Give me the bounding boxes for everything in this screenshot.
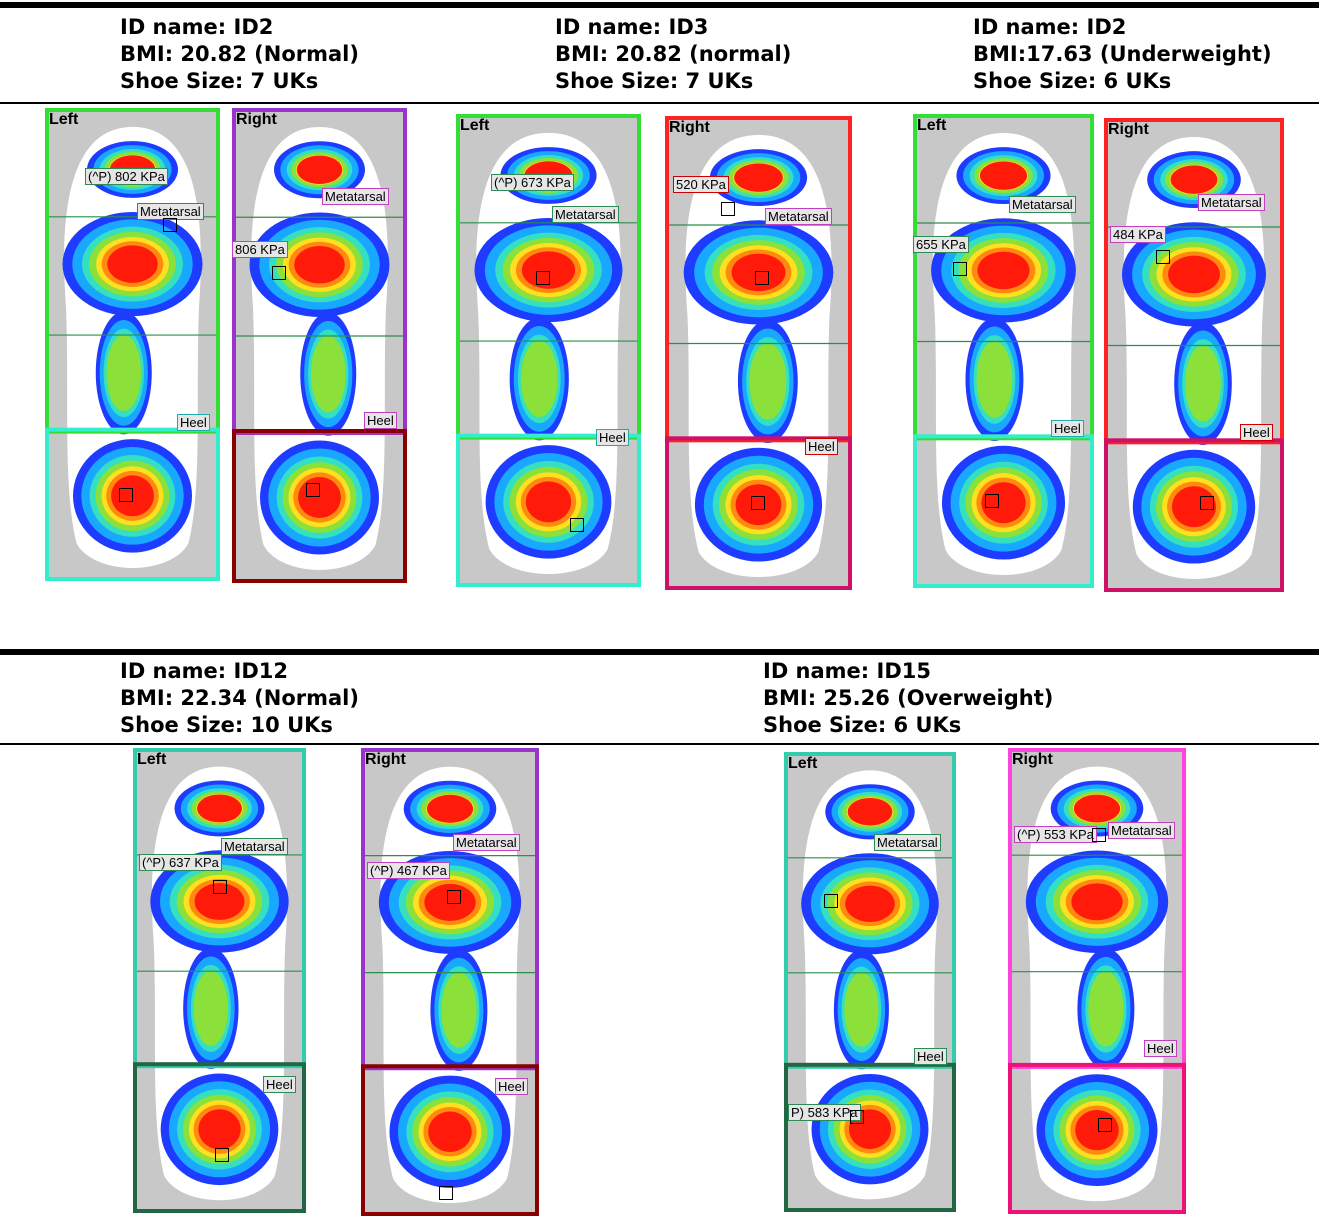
peak-marker-square	[213, 880, 227, 894]
plantar-map-r2-s2-left: Left Metatarsal Heel P) 583 KPa	[784, 752, 956, 1212]
bmi: BMI:17.63 (Underweight)	[973, 42, 1272, 66]
subject-info-r1-s2: ID name: ID3 BMI: 20.82 (normal) Shoe Si…	[555, 14, 791, 95]
peak-marker-square	[306, 483, 320, 497]
heel-region-tag: Heel	[1240, 424, 1273, 441]
row2-header-rule	[0, 743, 1319, 745]
shoe-size: Shoe Size: 7 UKs	[555, 69, 754, 93]
left-foot-label: Left	[917, 117, 947, 134]
peak-marker-square	[119, 488, 133, 502]
peak-marker-square	[850, 1110, 864, 1124]
peak-pressure-tag: 655 KPa	[913, 236, 969, 253]
peak-marker-square	[1098, 1118, 1112, 1132]
id-name: ID name: ID3	[555, 15, 709, 39]
peak-pressure-tag: (^P) 637 KPa	[139, 854, 222, 871]
plantar-map-r1-s2-right: Right 520 KPa Metatarsal Heel	[665, 116, 852, 590]
right-foot-label: Right	[236, 111, 277, 128]
peak-marker-square	[272, 266, 286, 280]
peak-marker-square	[721, 202, 735, 216]
peak-pressure-tag: 484 KPa	[1110, 226, 1166, 243]
peak-pressure-tag: (^P) 467 KPa	[367, 862, 450, 879]
peak-marker-square	[755, 271, 769, 285]
plantar-map-r2-s2-right: Right (^P) 553 KPa Metatarsal Heel	[1008, 748, 1186, 1214]
right-foot-label: Right	[365, 751, 406, 768]
shoe-size: Shoe Size: 6 UKs	[763, 713, 962, 737]
row2-top-rule	[0, 649, 1319, 655]
heel-region-tag: Heel	[596, 429, 629, 446]
row1-top-rule	[0, 2, 1319, 8]
id-name: ID name: ID15	[763, 659, 931, 683]
bmi: BMI: 22.34 (Normal)	[120, 686, 359, 710]
peak-marker-square	[536, 271, 550, 285]
plantar-map-r1-s2-left: Left (^P) 673 KPa Metatarsal Heel	[456, 114, 641, 587]
peak-pressure-tag: (^P) 802 KPa	[85, 168, 168, 185]
peak-marker-square	[439, 1186, 453, 1200]
heel-region-tag: Heel	[1051, 420, 1084, 437]
heel-region-tag: Heel	[364, 412, 397, 429]
heel-region-tag: Heel	[1144, 1040, 1177, 1057]
peak-marker-square	[1156, 250, 1170, 264]
subject-info-r1-s1: ID name: ID2 BMI: 20.82 (Normal) Shoe Si…	[120, 14, 359, 95]
peak-pressure-tag: P) 583 KPa	[788, 1104, 861, 1121]
shoe-size: Shoe Size: 7 UKs	[120, 69, 319, 93]
shoe-size: Shoe Size: 6 UKs	[973, 69, 1172, 93]
metatarsal-region-tag: Metatarsal	[322, 188, 389, 205]
heel-region-tag: Heel	[495, 1078, 528, 1095]
metatarsal-region-tag: Metatarsal	[552, 206, 619, 223]
plantar-map-r2-s1-left: Left Metatarsal (^P) 637 KPa Heel	[133, 748, 306, 1213]
left-foot-label: Left	[49, 111, 79, 128]
peak-marker-square	[570, 518, 584, 532]
peak-marker-square	[1092, 828, 1106, 842]
peak-marker-square	[215, 1148, 229, 1162]
subject-info-r2-s2: ID name: ID15 BMI: 25.26 (Overweight) Sh…	[763, 658, 1053, 739]
right-foot-label: Right	[1108, 121, 1149, 138]
left-foot-label: Left	[788, 755, 818, 772]
plantar-map-r2-s1-right: Right Metatarsal (^P) 467 KPa Heel	[361, 748, 539, 1216]
plantar-map-r1-s1-left: Left (^P) 802 KPa Metatarsal Heel	[45, 108, 220, 581]
bmi: BMI: 20.82 (normal)	[555, 42, 792, 66]
peak-pressure-tag: (^P) 553 KPa	[1014, 826, 1097, 843]
subject-info-r1-s3: ID name: ID2 BMI:17.63 (Underweight) Sho…	[973, 14, 1272, 95]
plantar-map-r1-s3-right: Right Metatarsal 484 KPa Heel	[1104, 118, 1284, 592]
metatarsal-region-tag: Metatarsal	[1009, 196, 1076, 213]
bmi: BMI: 20.82 (Normal)	[120, 42, 359, 66]
metatarsal-region-tag: Metatarsal	[874, 834, 941, 851]
row1-header-rule	[0, 102, 1319, 104]
bmi: BMI: 25.26 (Overweight)	[763, 686, 1054, 710]
left-foot-label: Left	[137, 751, 167, 768]
id-name: ID name: ID2	[120, 15, 274, 39]
metatarsal-region-tag: Metatarsal	[137, 203, 204, 220]
peak-marker-square	[824, 894, 838, 908]
peak-marker-square	[985, 494, 999, 508]
heel-region-tag: Heel	[914, 1048, 947, 1065]
peak-pressure-tag: (^P) 673 KPa	[491, 174, 574, 191]
left-foot-label: Left	[460, 117, 490, 134]
plantar-map-r1-s3-left: Left Metatarsal 655 KPa Heel	[913, 114, 1094, 588]
peak-marker-square	[751, 496, 765, 510]
right-foot-label: Right	[1012, 751, 1053, 768]
metatarsal-region-tag: Metatarsal	[765, 208, 832, 225]
metatarsal-region-tag: Metatarsal	[1198, 194, 1265, 211]
peak-marker-square	[1200, 496, 1214, 510]
peak-pressure-tag: 520 KPa	[673, 176, 729, 193]
plantar-map-r1-s1-right: Right Metatarsal 806 KPa Heel	[232, 108, 407, 583]
metatarsal-region-tag: Metatarsal	[221, 838, 288, 855]
peak-marker-square	[447, 890, 461, 904]
shoe-size: Shoe Size: 10 UKs	[120, 713, 333, 737]
peak-marker-square	[953, 262, 967, 276]
peak-pressure-tag: 806 KPa	[232, 241, 288, 258]
metatarsal-region-tag: Metatarsal	[1108, 822, 1175, 839]
right-foot-label: Right	[669, 119, 710, 136]
heel-region-tag: Heel	[263, 1076, 296, 1093]
peak-marker-square	[163, 218, 177, 232]
metatarsal-region-tag: Metatarsal	[453, 834, 520, 851]
id-name: ID name: ID12	[120, 659, 288, 683]
id-name: ID name: ID2	[973, 15, 1127, 39]
heel-region-tag: Heel	[805, 438, 838, 455]
subject-info-r2-s1: ID name: ID12 BMI: 22.34 (Normal) Shoe S…	[120, 658, 359, 739]
heel-region-tag: Heel	[177, 414, 210, 431]
